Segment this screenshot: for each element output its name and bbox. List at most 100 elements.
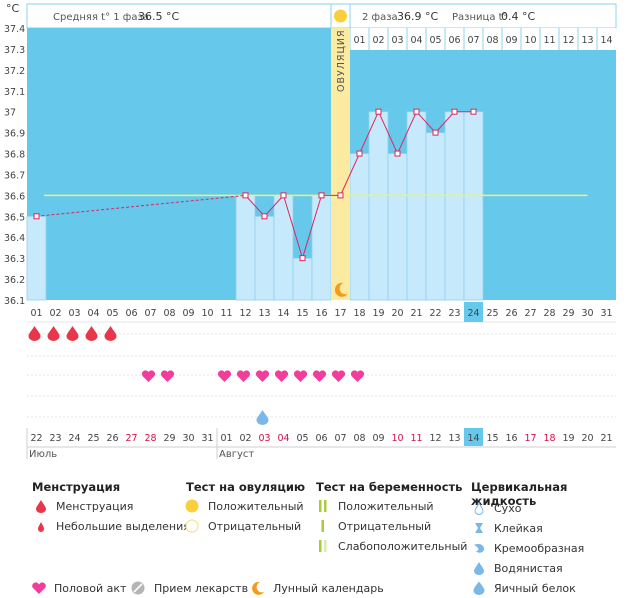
y-tick-label: 36.9 (4, 129, 25, 140)
cervical-eggwhite-drop (256, 410, 269, 425)
temp-bar (406, 111, 427, 301)
y-tick-label: 36.8 (4, 150, 25, 161)
legend-ovulation-positive-label: Положительный (208, 499, 304, 513)
watery-drop-icon (470, 561, 488, 575)
intercourse-heart (312, 370, 327, 382)
cycle-day-label: 02 (49, 308, 61, 319)
dry-drop-icon (470, 501, 488, 515)
intercourse-heart (331, 370, 346, 382)
cycle-day-label: 24 (467, 308, 479, 319)
intercourse-heart (293, 370, 308, 382)
legend-menstruation-item[interactable]: Менструация (32, 499, 133, 513)
phase2-day-label: 04 (410, 35, 422, 46)
legend-intercourse-item[interactable]: Половой акт (30, 581, 126, 595)
phase2-day-label: 06 (448, 35, 460, 46)
small-drop-icon (32, 519, 50, 533)
test-strip-single-icon (314, 519, 332, 533)
calendar-date-label: 10 (391, 433, 403, 444)
cycle-day-label: 19 (372, 308, 384, 319)
calendar-date-label: 30 (182, 433, 194, 444)
legend-cervical-watery-item[interactable]: Водянистая (470, 561, 563, 575)
temp-point (33, 213, 40, 220)
cycle-day-label: 14 (277, 308, 289, 319)
legend-intercourse-label: Половой акт (54, 581, 127, 595)
calendar-date-label: 27 (125, 433, 137, 444)
calendar-date-label: 25 (87, 433, 99, 444)
legend-cervical-sticky-label: Клейкая (494, 521, 543, 535)
calendar-date-label: 08 (353, 433, 365, 444)
legend-cervical-eggwhite-item[interactable]: Яичный белок (470, 581, 576, 595)
y-tick-label: 37.3 (4, 45, 25, 56)
moon-icon (249, 581, 267, 595)
temp-point (337, 192, 344, 199)
temp-bar (444, 111, 465, 301)
calendar-date-label: 06 (315, 433, 327, 444)
temp-line-segment (359, 111, 379, 154)
cycle-day-label: 30 (581, 308, 593, 319)
legend: Менструация Менструация Небольшие выделе… (0, 470, 626, 595)
legend-cervical-dry-item[interactable]: Сухо (470, 501, 521, 515)
cycle-day-label: 26 (505, 308, 517, 319)
legend-cervical-dry-label: Сухо (494, 501, 522, 515)
diff-label: Разница t° (452, 12, 508, 23)
test-strip-double-icon (314, 499, 332, 513)
phase2-label: 2 фаза (362, 12, 398, 23)
temp-point (432, 129, 439, 136)
menstruation-drop (104, 326, 117, 342)
intercourse-heart (141, 370, 156, 382)
legend-moon-item[interactable]: Лунный календарь (249, 581, 384, 595)
legend-cervical-sticky-item[interactable]: Клейкая (470, 521, 543, 535)
legend-pregnancy-negative-item[interactable]: Отрицательный (314, 519, 431, 533)
legend-ovulation-positive-item[interactable]: Положительный (184, 499, 304, 513)
calendar-date-label: 04 (277, 433, 289, 444)
cycle-day-label: 25 (486, 308, 498, 319)
ovulation-band (331, 28, 350, 300)
intercourse-heart (236, 370, 251, 382)
unit-label: °C (6, 2, 20, 15)
cycle-day-label: 31 (600, 308, 612, 319)
calendar-date-label: 02 (239, 433, 251, 444)
temp-bar (368, 111, 389, 301)
temp-line-segment (340, 153, 360, 196)
legend-pregnancy-weak-item[interactable]: Слабоположительный (314, 539, 467, 553)
legend-ovulation-negative-item[interactable]: Отрицательный (184, 519, 301, 533)
current-day-highlight (464, 302, 483, 322)
temp-bar (273, 194, 294, 301)
legend-pregnancy-positive-item[interactable]: Положительный (314, 499, 434, 513)
temp-bar (349, 153, 370, 301)
legend-cervical-eggwhite-label: Яичный белок (494, 581, 576, 595)
menstruation-drop (28, 326, 41, 342)
cycle-day-label: 08 (163, 308, 175, 319)
phase2-day-label: 11 (543, 35, 555, 46)
y-tick-label: 36.7 (4, 170, 25, 181)
calendar-date-label: 15 (486, 433, 498, 444)
heart-icon (30, 581, 48, 595)
temp-point (280, 192, 287, 199)
cycle-day-label: 06 (125, 308, 137, 319)
phase2-day-label: 12 (562, 35, 574, 46)
sun-outline-icon (184, 519, 202, 533)
cycle-day-label: 07 (144, 308, 156, 319)
diff-value: 0.4 °C (501, 10, 535, 23)
legend-moon-label: Лунный календарь (273, 581, 384, 595)
calendar-date-label: 26 (106, 433, 118, 444)
temp-point (394, 150, 401, 157)
ovulation-label: ОВУЛЯЦИЯ (336, 29, 347, 92)
legend-pregnancy-title: Тест на беременность (316, 480, 463, 494)
temp-point (451, 108, 458, 115)
cycle-day-label: 17 (334, 308, 346, 319)
temp-line-segment (264, 195, 284, 217)
calendar-date-label: 07 (334, 433, 346, 444)
temp-bar (425, 132, 446, 301)
month-label: Август (219, 449, 254, 460)
cycle-day-label: 09 (182, 308, 194, 319)
temp-bar (292, 257, 313, 301)
sun-filled-icon (184, 499, 202, 513)
cycle-day-label: 29 (562, 308, 574, 319)
temp-point (242, 192, 249, 199)
legend-cervical-creamy-item[interactable]: Кремообразная (470, 541, 584, 555)
moon-icon (334, 282, 348, 297)
legend-medication-item[interactable]: Прием лекарств (130, 581, 248, 595)
cycle-day-label: 12 (239, 308, 251, 319)
legend-spotting-item[interactable]: Небольшие выделения (32, 519, 190, 533)
